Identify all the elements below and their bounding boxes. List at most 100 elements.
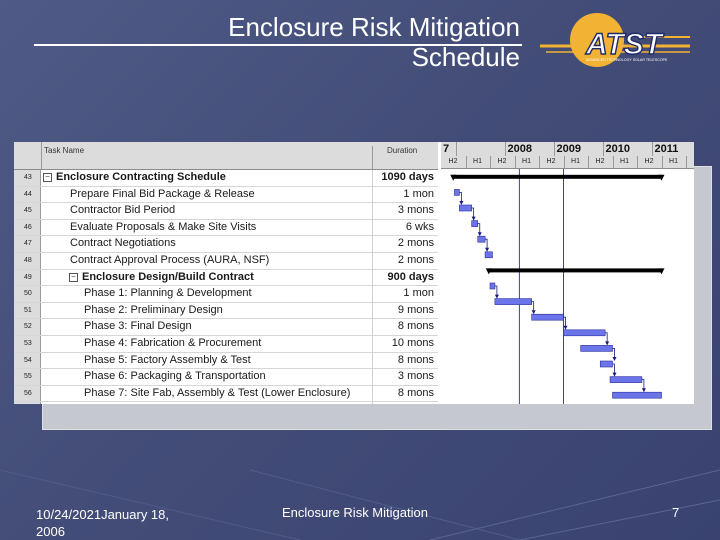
task-name: Contract Approval Process (AURA, NSF) [70,253,270,266]
dependency-arrow [459,201,464,205]
half-separator [465,156,467,168]
page-number: 7 [672,505,680,520]
row-id: 52 [14,319,41,335]
timeline-halves-header: H2 H1 H2 H1 H2 H1 H2 H1 H2 H1 [441,156,694,169]
half-label: H1 [522,158,531,165]
task-name-header: Task Name [44,146,85,155]
task-bar [454,189,460,196]
collapse-toggle-icon[interactable]: − [69,272,78,282]
task-name: Enclosure Contracting Schedule [56,171,226,183]
slide-title-line-2: Schedule [411,42,520,72]
half-separator [514,156,516,168]
dependency-arrow [531,310,536,315]
task-bar [477,235,486,243]
row-id: 49 [14,269,41,286]
table-row[interactable]: 43− Enclosure Contracting Schedule 1090 da… [14,170,438,187]
summary-bar [488,268,662,273]
year-label: 2011 [654,143,679,155]
task-name: Phase 2: Preliminary Design [84,303,223,316]
task-name: Contract Negotiations [70,237,176,250]
task-bar [459,204,472,212]
table-row[interactable]: 44 Prepare Final Bid Package & Release 1 m… [14,186,438,204]
task-duration: 1090 days [372,170,438,186]
dependency-arrow [485,247,490,252]
dependency-link [563,316,566,329]
slide-title: Enclosure Risk Mitigation Schedule [228,12,520,72]
task-duration: 1 mon [372,186,438,203]
table-row[interactable]: 48 Contract Approval Process (AURA, NSF) 2… [14,252,438,270]
dependency-link [612,348,615,360]
row-id: 46 [14,219,41,236]
row-id: 57 [14,402,41,404]
dependency-arrow [641,388,646,393]
table-row[interactable]: 56 Phase 7: Site Fab, Assembly & Test (Lo… [14,385,438,403]
summary-bar-end-cap [658,268,665,275]
duration-header: Duration [372,146,438,169]
table-row[interactable]: 57 Phase 7: Site Fab, Assembly & Test (Ca… [14,402,438,404]
task-duration: 2 mons [372,236,438,252]
id-column-header [14,142,42,169]
half-separator [588,156,589,168]
task-bar [612,391,662,399]
table-row[interactable]: 45 Contractor Bid Period 3 mons [14,203,438,220]
year-separator [602,142,604,156]
table-row[interactable]: 46 Evaluate Proposals & Make Site Visits 6… [14,219,438,237]
dependency-arrow [605,341,610,346]
gantt-chart: Task Name Duration 43− Enclosure Contract… [14,142,694,404]
row-id: 44 [14,186,41,203]
dependency-link [494,285,498,298]
table-row[interactable]: 53 Phase 4: Fabrication & Procurement 10 m… [14,335,438,353]
year-separator [504,142,506,156]
year-separator [651,142,653,156]
task-name: Phase 3: Final Design [84,320,192,333]
year-label: 7 [443,143,450,155]
half-label: H1 [620,158,629,165]
half-label: H2 [644,158,654,165]
half-label: H1 [571,158,580,165]
dependency-link [477,223,481,236]
row-id: 43 [14,170,41,186]
task-name: Phase 7: Site Fab, Assembly & Test (Lowe… [84,386,351,399]
table-header: Task Name Duration [14,142,438,170]
task-duration: 1 mon [372,286,438,302]
table-row[interactable]: 51 Phase 2: Preliminary Design 9 mons [14,302,438,320]
task-duration: 2 mons [372,252,438,269]
row-id: 50 [14,286,41,302]
task-name: Phase 4: Fabrication & Procurement [84,336,262,349]
logo-tagline: ADVANCED TECHNOLOGY SOLAR TELESCOPE [586,58,668,62]
task-bar [580,345,613,352]
task-duration: 8 mons [372,319,438,335]
table-row[interactable]: 54 Phase 5: Factory Assembly & Test 8 mons [14,352,438,370]
dependency-link [459,192,462,204]
dependency-link [471,207,475,220]
year-label: 2008 [507,143,532,155]
row-id: 47 [14,236,41,252]
row-id: 54 [14,352,41,369]
timeline-years-header: 720082009201020112012 [441,142,694,157]
row-id: 51 [14,302,41,319]
collapse-toggle-icon[interactable]: − [43,173,52,182]
footer-title: Enclosure Risk Mitigation [282,505,428,520]
half-label: H1 [669,158,678,165]
task-bar [489,282,496,290]
half-label: H2 [595,158,605,165]
table-row[interactable]: 49 − Enclosure Design/Build Contract 900 da… [14,269,438,287]
table-row[interactable]: 47 Contract Negotiations 2 mons [14,236,438,253]
table-row[interactable]: 52 Phase 3: Final Design 8 mons [14,319,438,336]
dependency-link [612,363,615,376]
task-name: Enclosure Design/Build Contract [82,270,254,283]
task-name: Prepare Final Bid Package & Release [70,187,255,200]
year-label: 2010 [605,143,630,155]
table-row[interactable]: 50 Phase 1: Planning & Development 1 mon [14,286,438,303]
half-label: H2 [448,158,458,165]
task-bar [494,298,532,305]
half-label: H2 [546,158,556,165]
task-name: Phase 5: Factory Assembly & Test [84,353,251,366]
row-id: 56 [14,385,41,402]
year-separator [455,142,457,156]
table-row[interactable]: 55 Phase 6: Packaging & Transportation 3 m… [14,369,438,386]
task-name: Phase 7: Site Fab, Assembly & Test (Caro… [84,402,312,404]
half-label: H2 [497,158,507,165]
half-separator [637,156,638,168]
